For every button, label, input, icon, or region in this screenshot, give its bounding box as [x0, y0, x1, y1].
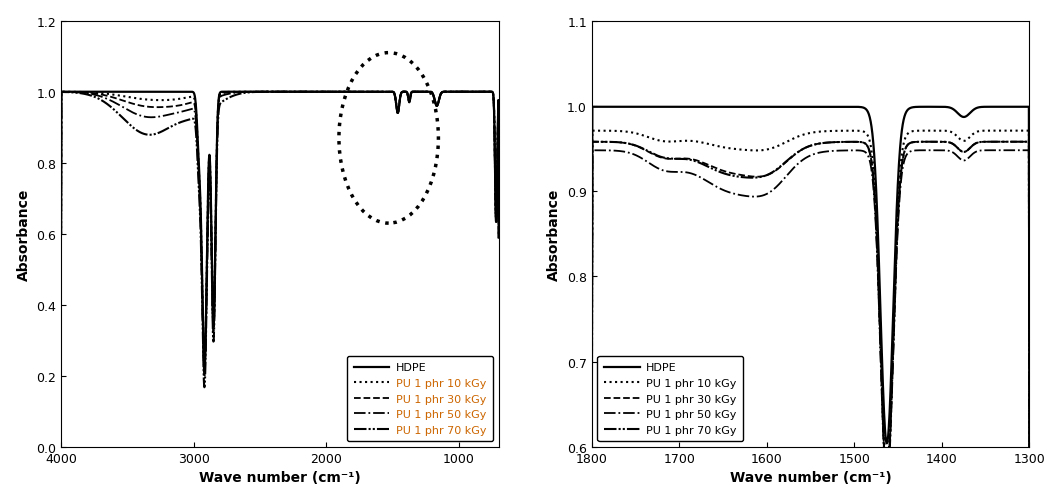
- Y-axis label: Absorbance: Absorbance: [17, 188, 31, 281]
- Legend: HDPE, PU 1 phr 10 kGy, PU 1 phr 30 kGy, PU 1 phr 50 kGy, PU 1 phr 70 kGy: HDPE, PU 1 phr 10 kGy, PU 1 phr 30 kGy, …: [347, 356, 493, 441]
- Legend: HDPE, PU 1 phr 10 kGy, PU 1 phr 30 kGy, PU 1 phr 50 kGy, PU 1 phr 70 kGy: HDPE, PU 1 phr 10 kGy, PU 1 phr 30 kGy, …: [597, 356, 743, 441]
- Y-axis label: Absorbance: Absorbance: [547, 188, 562, 281]
- X-axis label: Wave number (cm⁻¹): Wave number (cm⁻¹): [199, 470, 361, 484]
- X-axis label: Wave number (cm⁻¹): Wave number (cm⁻¹): [730, 470, 891, 484]
